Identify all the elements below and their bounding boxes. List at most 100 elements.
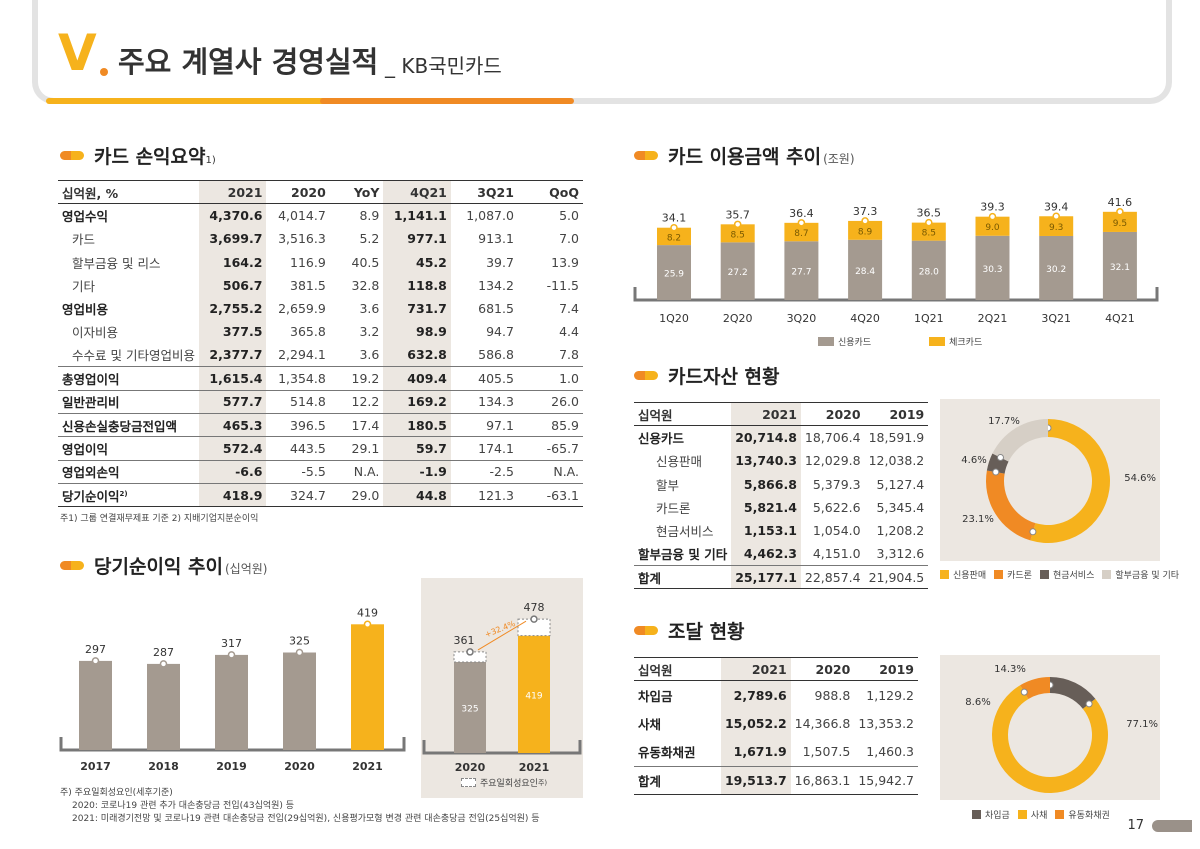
funding-cell: 1,671.9 xyxy=(720,737,791,767)
asset-donut-chart: 54.6% 23.1% 4.6% 17.7% xyxy=(961,416,1156,543)
asset-cell: 25,177.1 xyxy=(731,565,801,590)
pl-cell: 2,659.9 xyxy=(278,301,326,317)
netincome-chart: 297 2017 287 2018 317 2019 325 2020 419 2021 xyxy=(59,606,406,773)
asset-cell: 22,857.4 xyxy=(800,565,865,590)
usage-total-marker xyxy=(925,218,933,227)
funding-donut-legend: 차입금 사채 유동화채권 xyxy=(972,808,1118,821)
pl-cell: N.A. xyxy=(329,459,384,484)
usage-label-credit: 28.0 xyxy=(919,267,939,277)
asset-row-label: 합계 xyxy=(634,565,732,590)
usage-category-label: 2Q20 xyxy=(723,312,753,325)
usage-category-label: 4Q20 xyxy=(850,312,880,325)
funding-body: 차입금 2,789.6 988.8 1,129.2 사채 15,052.2 14,366.8… xyxy=(634,680,918,796)
netincome-marker xyxy=(227,651,236,659)
usage-category-label: 3Q21 xyxy=(1041,312,1071,325)
netincome-note-2: 2021: 미래경기전망 및 코로나19 관련 대손충당금 전입(29십억원),… xyxy=(72,814,540,825)
usage-total-marker xyxy=(988,212,997,221)
pl-row-label: 총영업이익 xyxy=(58,366,199,391)
pl-cell: 39.7 xyxy=(486,254,514,270)
asset-cell: 12,038.2 xyxy=(868,453,925,469)
funding-table-row: 사채 15,052.2 14,366.8 13,353.2 xyxy=(634,709,918,738)
netincome-title: 당기순이익 추이 xyxy=(94,556,223,578)
pl-row-label-text: 영업수익 xyxy=(62,209,109,225)
adjusted-category-label: 2021 xyxy=(519,761,550,774)
adjusted-legend: 주요일회성요인 주) xyxy=(461,776,547,789)
pl-row-label: 신용손실충당금전입액 xyxy=(58,412,199,437)
usage-label-check: 8.2 xyxy=(667,233,681,243)
pl-cell: 7.4 xyxy=(559,301,579,317)
usage-bar-credit xyxy=(657,245,691,300)
funding-cell: 988.8 xyxy=(814,687,851,703)
usage-total-label: 39.4 xyxy=(1044,200,1069,213)
usage-bar-check xyxy=(1039,216,1074,236)
legend-item-credit: 신용카드 xyxy=(818,335,871,348)
asset-table: 십억원 2021 2020 2019 신용카드 20,714.8 18,706.4 18,5… xyxy=(634,401,929,590)
asset-table-row: 카드론 5,821.4 5,622.6 5,345.4 xyxy=(634,495,928,519)
asset-legend-label: 카드론 xyxy=(1007,571,1032,581)
pl-table-row: 할부금융 및 리스 164.2 116.9 40.5 45.2 39.7 13.9 xyxy=(58,250,583,274)
pl-col-header: 십억원, % xyxy=(58,179,199,205)
funding-row-label: 유동화채권 xyxy=(638,745,696,761)
usage-label-check: 8.7 xyxy=(794,229,808,239)
usage-category-label: 2Q21 xyxy=(978,312,1008,325)
pl-cell: 681.5 xyxy=(478,301,514,317)
pl-cell: 365.8 xyxy=(290,324,326,340)
pl-cell: 134.2 xyxy=(478,277,514,293)
funding-legend-label: 차입금 xyxy=(985,811,1010,821)
pl-title-sup: 1) xyxy=(205,155,216,166)
usage-label-credit: 28.4 xyxy=(855,267,875,277)
funding-row-label: 사채 xyxy=(638,717,662,733)
pl-table-row: 기타 506.7 381.5 32.8 118.8 134.2 -11.5 xyxy=(58,273,583,297)
asset-slice-label: 4.6% xyxy=(961,455,986,466)
usage-label-credit: 27.7 xyxy=(791,268,811,278)
section-roman-numeral: V xyxy=(58,24,97,82)
funding-cell: 2,789.6 xyxy=(720,680,791,710)
usage-total-marker xyxy=(1116,208,1124,216)
pl-cell: 731.7 xyxy=(383,296,451,321)
asset-cell: 5,866.8 xyxy=(731,472,801,496)
asset-header-row: 십억원 2021 2020 2019 xyxy=(634,401,929,427)
asset-table-row: 할부 5,866.8 5,379.3 5,127.4 xyxy=(634,472,928,496)
netincome-bar xyxy=(147,663,180,750)
usage-total-marker xyxy=(1052,212,1060,221)
page-number: 17 xyxy=(1127,818,1192,833)
asset-col-header: 2019 xyxy=(864,401,929,427)
adjusted-panel xyxy=(421,578,583,798)
section-bullet-icon xyxy=(60,151,84,160)
usage-total-label: 37.3 xyxy=(853,205,878,218)
page-subtitle-text: KB국민카드 xyxy=(401,54,502,78)
pl-cell: 418.9 xyxy=(198,482,267,508)
netincome-category-label: 2020 xyxy=(284,760,315,773)
pl-cell: 19.2 xyxy=(329,366,384,391)
section-bullet-icon xyxy=(634,371,658,380)
funding-col-header: 2019 xyxy=(854,656,918,682)
funding-legend-swatch xyxy=(1055,810,1065,819)
pl-footnote: 주1) 그룹 연결재무제표 기준 2) 지배기업지분순이익 xyxy=(60,514,259,524)
funding-legend-swatch xyxy=(972,810,981,819)
asset-cell: 18,706.4 xyxy=(804,430,861,446)
usage-bar-check xyxy=(848,220,883,240)
netincome-value-label: 317 xyxy=(221,637,242,650)
asset-cell: 5,345.4 xyxy=(876,499,925,515)
asset-cell: 4,151.0 xyxy=(812,546,861,562)
pl-cell: 3.6 xyxy=(359,301,380,317)
pl-cell: 2,294.1 xyxy=(278,347,326,363)
netincome-bar xyxy=(351,624,384,750)
asset-cell: 3,312.6 xyxy=(876,546,925,562)
usage-label-credit: 30.3 xyxy=(982,265,1002,275)
usage-bar-credit xyxy=(1039,235,1074,300)
pl-row-label: 기타 xyxy=(58,274,199,297)
funding-cell: 15,942.7 xyxy=(854,765,918,796)
pl-cell: 3.2 xyxy=(359,324,380,340)
pl-row-label-text: 당기순이익 xyxy=(62,488,120,504)
netincome-value-label: 287 xyxy=(153,646,174,659)
pl-row-label-text: 이자비용 xyxy=(72,325,119,341)
pl-row-label: 영업비용 xyxy=(58,297,199,320)
header-underline-orange xyxy=(320,98,574,104)
pl-row-label-text: 영업이익 xyxy=(62,441,109,457)
funding-cell: 13,353.2 xyxy=(858,716,914,732)
asset-legend-item: 카드론 xyxy=(994,568,1032,581)
section-bullet-icon xyxy=(60,561,84,570)
asset-slice-marker xyxy=(996,454,1004,462)
pl-row-label-sup: 2) xyxy=(119,489,128,498)
